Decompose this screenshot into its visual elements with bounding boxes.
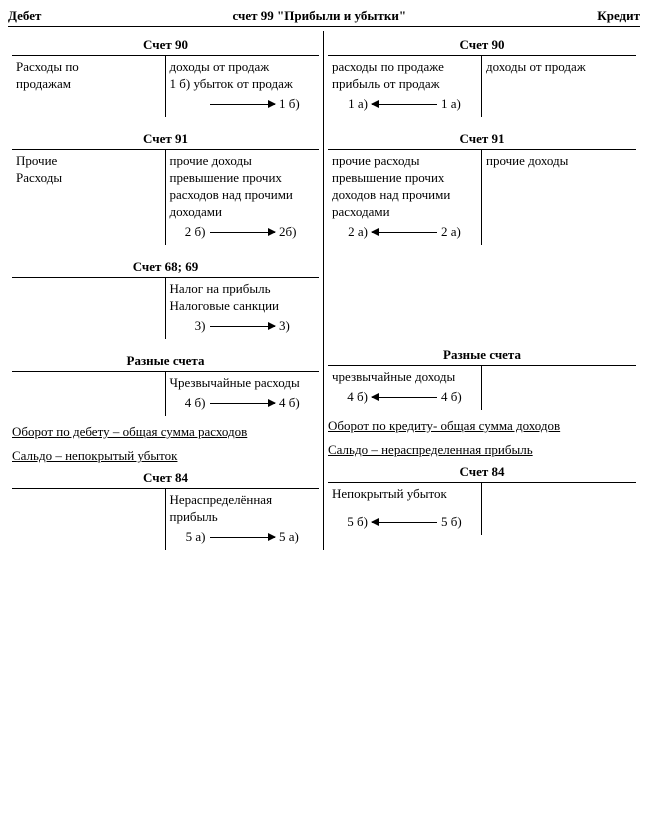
arrow-5a: 5 а) 5 а): [170, 526, 316, 548]
debit-balance: Сальдо – непокрытый убыток: [12, 448, 319, 464]
text: прочие доходы: [170, 153, 316, 169]
arrow-1b: 1 б): [170, 93, 316, 115]
acct-68-69-title: Счет 68; 69: [12, 259, 319, 275]
acct-68-69-t: Налог на прибыль Налоговые санкции 3) 3): [12, 277, 319, 339]
text: Непокрытый убыток: [332, 486, 477, 502]
text: доходы от продаж: [486, 59, 632, 75]
misc-accounts-title: Разные счета: [12, 353, 319, 369]
acct-84-title: Счет 84: [328, 464, 636, 480]
text: Налоговые санкции: [170, 298, 316, 314]
debit-column: Счет 90 Расходы по продажам доходы от пр…: [8, 31, 324, 550]
acct-84-t: Нераспределённая прибыль 5 а) 5 а): [12, 488, 319, 550]
debit-label: Дебет: [8, 8, 41, 24]
text: прибыль от продаж: [332, 76, 477, 92]
text: доходами: [170, 204, 316, 220]
text: 1 б) убыток от продаж: [170, 76, 316, 92]
acct-91-t: Прочие Расходы прочие доходы превышение …: [12, 149, 319, 245]
text: расходы по продаже: [332, 59, 477, 75]
text: прибыль: [170, 509, 316, 525]
text: продажам: [16, 76, 161, 92]
arrow-2a: 2 а) 2 а): [332, 221, 477, 243]
text: превышение прочих: [170, 170, 316, 186]
arrow-1a: 1 а) 1 а): [332, 93, 477, 115]
acct-84-title: Счет 84: [12, 470, 319, 486]
arrow-5b: 5 б) 5 б): [332, 511, 477, 533]
main-columns: Счет 90 Расходы по продажам доходы от пр…: [8, 31, 640, 550]
text: Прочие: [16, 153, 161, 169]
arrow-4b-right: 4 б) 4 б): [332, 386, 477, 408]
debit-turnover: Оборот по дебету – общая сумма расходов: [12, 424, 319, 440]
text: Чрезвычайные расходы: [170, 375, 316, 391]
text: прочие расходы: [332, 153, 477, 169]
acct-90-t: расходы по продаже прибыль от продаж 1 а…: [328, 55, 636, 117]
misc-accounts-t: Чрезвычайные расходы 4 б) 4 б): [12, 371, 319, 416]
credit-balance: Сальдо – нераспределенная прибыль: [328, 442, 636, 458]
text: расходами: [332, 204, 477, 220]
text: Расходы: [16, 170, 161, 186]
arrow-2b: 2 б) 2б): [170, 221, 316, 243]
text: доходы от продаж: [170, 59, 316, 75]
arrow-4b: 4 б) 4 б): [170, 392, 316, 414]
text: Нераспределённая: [170, 492, 316, 508]
text: Расходы по: [16, 59, 161, 75]
main-header: Дебет счет 99 "Прибыли и убытки" Кредит: [8, 8, 640, 27]
credit-column: Счет 90 расходы по продаже прибыль от пр…: [324, 31, 640, 550]
text: прочие доходы: [486, 153, 632, 169]
text: Налог на прибыль: [170, 281, 316, 297]
acct-91-t: прочие расходы превышение прочих доходов…: [328, 149, 636, 245]
acct-90-t: Расходы по продажам доходы от продаж 1 б…: [12, 55, 319, 117]
acct-91-title: Счет 91: [12, 131, 319, 147]
acct-90-title: Счет 90: [328, 37, 636, 53]
text: превышение прочих: [332, 170, 477, 186]
acct-84-t: Непокрытый убыток 5 б) 5 б): [328, 482, 636, 535]
credit-turnover: Оборот по кредиту- общая сумма доходов: [328, 418, 636, 434]
text: расходов над прочими: [170, 187, 316, 203]
misc-accounts-t: чрезвычайные доходы 4 б) 4 б): [328, 365, 636, 410]
acct-91-title: Счет 91: [328, 131, 636, 147]
acct-90-title: Счет 90: [12, 37, 319, 53]
misc-accounts-title: Разные счета: [328, 347, 636, 363]
text: доходов над прочими: [332, 187, 477, 203]
credit-label: Кредит: [597, 8, 640, 24]
arrow-3: 3) 3): [170, 315, 316, 337]
account-99-title: счет 99 "Прибыли и убытки": [41, 8, 597, 24]
text: чрезвычайные доходы: [332, 369, 477, 385]
